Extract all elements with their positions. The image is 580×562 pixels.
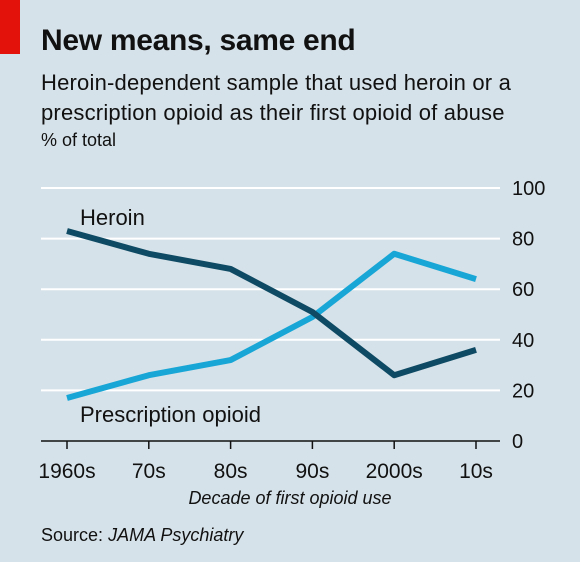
source-prefix: Source: (41, 525, 104, 545)
chart-title: New means, same end (41, 24, 356, 57)
heroin-series-label: Heroin (80, 205, 145, 230)
x-tick-label: 2000s (366, 460, 423, 483)
prescription-opioid-line (66, 250, 477, 401)
x-tick-label: 70s (132, 460, 166, 483)
x-axis-title: Decade of first opioid use (188, 488, 392, 508)
y-tick-label: 100 (512, 178, 545, 200)
y-tick-label: 60 (512, 279, 534, 301)
x-tick-label: 10s (459, 460, 493, 483)
source-note: Source: JAMA Psychiatry (41, 525, 243, 546)
prescription-opioid-series-label: Prescription opioid (80, 402, 261, 427)
x-tick-label: 1960s (38, 460, 95, 483)
x-tick-label: 80s (214, 460, 248, 483)
chart-subtitle: Heroin-dependent sample that used heroin… (41, 70, 512, 125)
y-unit-label: % of total (41, 130, 117, 150)
y-tick-label: 80 (512, 229, 534, 251)
y-tick-label: 0 (512, 431, 523, 453)
heroin-line (66, 228, 477, 379)
y-tick-label: 40 (512, 330, 534, 352)
brand-tag (0, 0, 20, 54)
x-tick-label: 90s (295, 460, 329, 483)
source-name: JAMA Psychiatry (108, 525, 244, 545)
y-tick-label: 20 (512, 380, 534, 402)
